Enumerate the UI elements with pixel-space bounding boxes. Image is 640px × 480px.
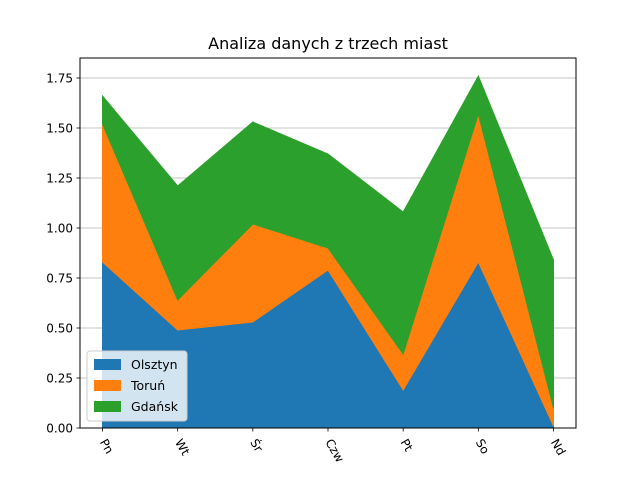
- x-axis: Pn Wt Śr Czw Pt So Nd: [97, 428, 568, 465]
- x-tick-label: So: [473, 437, 493, 457]
- legend-swatch: [94, 401, 121, 412]
- area-gdańsk: [102, 74, 554, 409]
- y-tick-label: 1.00: [46, 221, 73, 235]
- y-tick-label: 0.25: [46, 371, 73, 385]
- y-tick-label: 0.75: [46, 271, 73, 285]
- y-tick-label: 0.50: [46, 321, 73, 335]
- x-tick-label: Wt: [172, 437, 193, 459]
- legend: Olsztyn Toruń Gdańsk: [86, 350, 188, 422]
- y-tick-label: 0.00: [46, 421, 73, 435]
- legend-label: Olsztyn: [131, 357, 178, 372]
- x-tick-label: Nd: [548, 437, 568, 458]
- y-tick-label: 1.50: [46, 121, 73, 135]
- legend-label: Gdańsk: [131, 399, 179, 414]
- y-tick-label: 1.75: [46, 71, 73, 85]
- y-axis: 0.00 0.25 0.50 0.75 1.00 1.25 1.50 1.75: [46, 71, 80, 435]
- y-tick-label: 1.25: [46, 171, 73, 185]
- chart-title: Analiza danych z trzech miast: [208, 34, 448, 53]
- x-tick-label: Pn: [97, 437, 116, 457]
- legend-swatch: [94, 359, 121, 370]
- x-tick-label: Śr: [247, 436, 266, 454]
- x-tick-label: Czw: [322, 437, 346, 465]
- legend-swatch: [94, 380, 121, 391]
- x-tick-label: Pt: [398, 437, 416, 455]
- legend-label: Toruń: [130, 378, 165, 393]
- area-series: [102, 74, 554, 429]
